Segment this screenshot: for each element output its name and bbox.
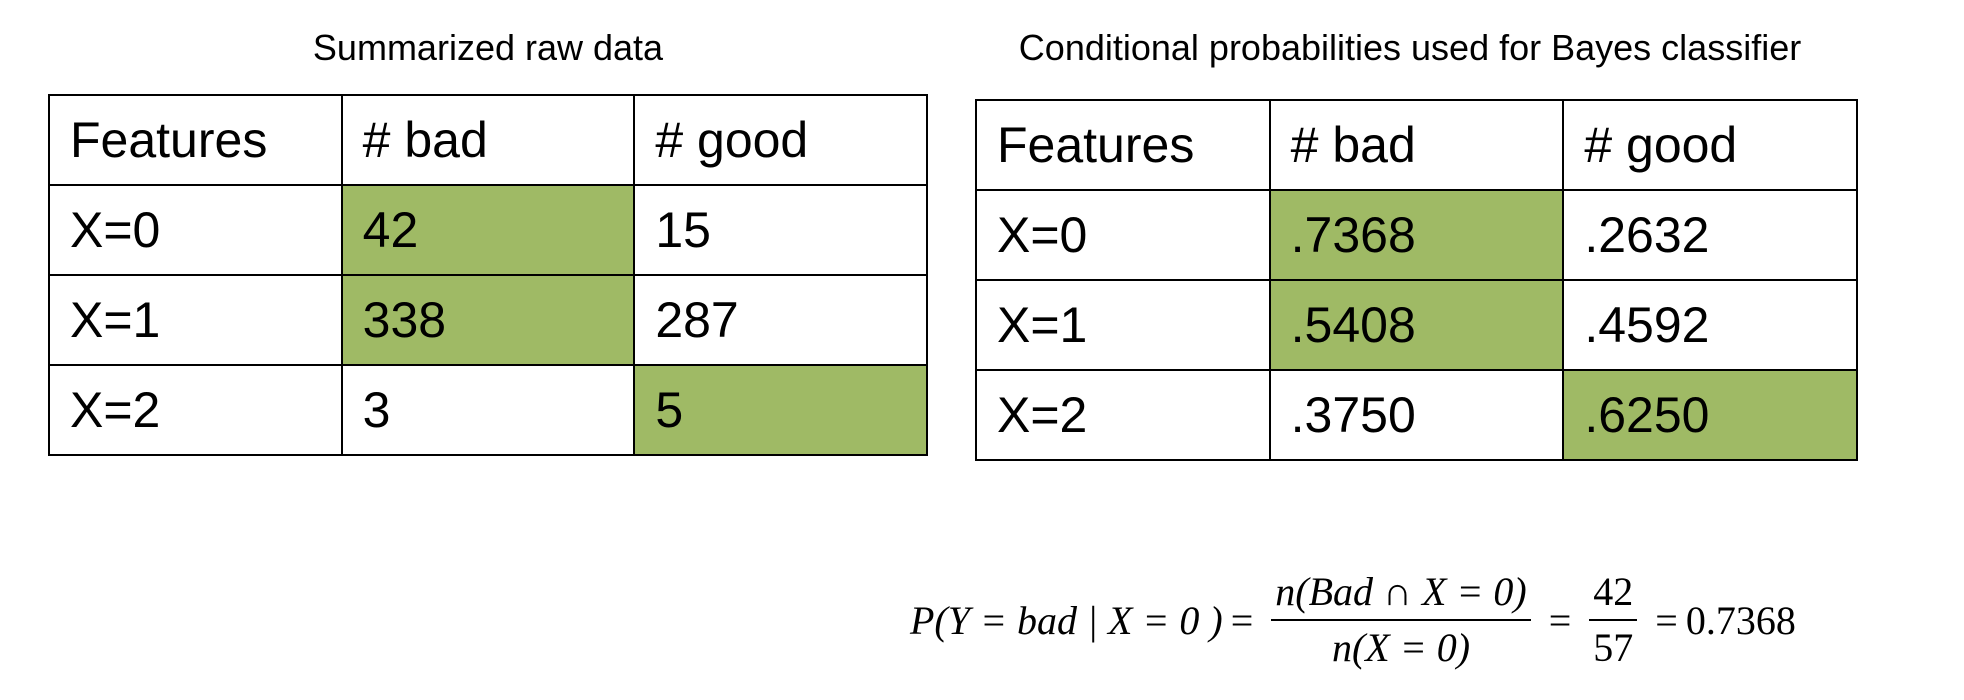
fraction-denominator: 57 <box>1593 625 1634 670</box>
bad-count-cell: 42 <box>340 184 636 276</box>
table-row: X=1 338 287 <box>48 274 928 366</box>
header-good: # good <box>633 94 928 186</box>
raw-data-table: Features # bad # good X=0 42 15 X=1 338 … <box>48 94 928 456</box>
header-features: Features <box>975 99 1271 191</box>
header-features: Features <box>48 94 343 186</box>
table-row: X=2 .3750 .6250 <box>975 369 1858 461</box>
bad-probability-cell: .7368 <box>1268 189 1565 281</box>
header-good: # good <box>1562 99 1858 191</box>
table-row: X=0 .7368 .2632 <box>975 189 1858 281</box>
table-row: X=0 42 15 <box>48 184 928 276</box>
good-count-cell: 15 <box>633 184 928 276</box>
bad-probability-cell: .5408 <box>1268 279 1565 371</box>
equals-sign: = <box>1230 597 1254 643</box>
good-count-cell: 5 <box>633 364 928 456</box>
bayes-formula: P(Y = bad | X = 0 ) = n(Bad ∩ X = 0) n(X… <box>910 555 1930 685</box>
bad-probability-cell: .3750 <box>1268 369 1565 461</box>
good-probability-cell: .4592 <box>1562 279 1858 371</box>
table-row: X=1 .5408 .4592 <box>975 279 1858 371</box>
good-probability-cell: .2632 <box>1562 189 1858 281</box>
bad-count-cell: 338 <box>340 274 636 366</box>
bad-count-cell: 3 <box>340 364 636 456</box>
probabilities-caption: Conditional probabilities used for Bayes… <box>1018 27 1802 68</box>
count-ratio-fraction: n(Bad ∩ X = 0) n(X = 0) <box>1271 569 1531 671</box>
feature-cell: X=1 <box>48 274 343 366</box>
table-row: X=2 3 5 <box>48 364 928 456</box>
numeric-fraction: 42 57 <box>1589 569 1638 671</box>
conditional-probabilities-table: Features # bad # good X=0 .7368 .2632 X=… <box>975 99 1858 461</box>
header-bad: # bad <box>1268 99 1565 191</box>
header-bad: # bad <box>340 94 636 186</box>
fraction-numerator: n(Bad ∩ X = 0) <box>1271 569 1531 621</box>
feature-cell: X=0 <box>48 184 343 276</box>
fraction-denominator: n(X = 0) <box>1331 625 1471 670</box>
feature-cell: X=1 <box>975 279 1271 371</box>
equals-sign: = <box>1655 597 1678 643</box>
formula-result: 0.7368 <box>1685 597 1796 643</box>
formula-lhs: P(Y = bad | X = 0 ) <box>910 597 1223 643</box>
good-probability-cell: .6250 <box>1562 369 1858 461</box>
equals-sign: = <box>1548 597 1572 643</box>
table-header-row: Features # bad # good <box>975 99 1858 191</box>
feature-cell: X=0 <box>975 189 1271 281</box>
feature-cell: X=2 <box>48 364 343 456</box>
good-count-cell: 287 <box>633 274 928 366</box>
raw-data-caption: Summarized raw data <box>312 27 664 68</box>
feature-cell: X=2 <box>975 369 1271 461</box>
fraction-numerator: 42 <box>1589 569 1638 621</box>
table-header-row: Features # bad # good <box>48 94 928 186</box>
